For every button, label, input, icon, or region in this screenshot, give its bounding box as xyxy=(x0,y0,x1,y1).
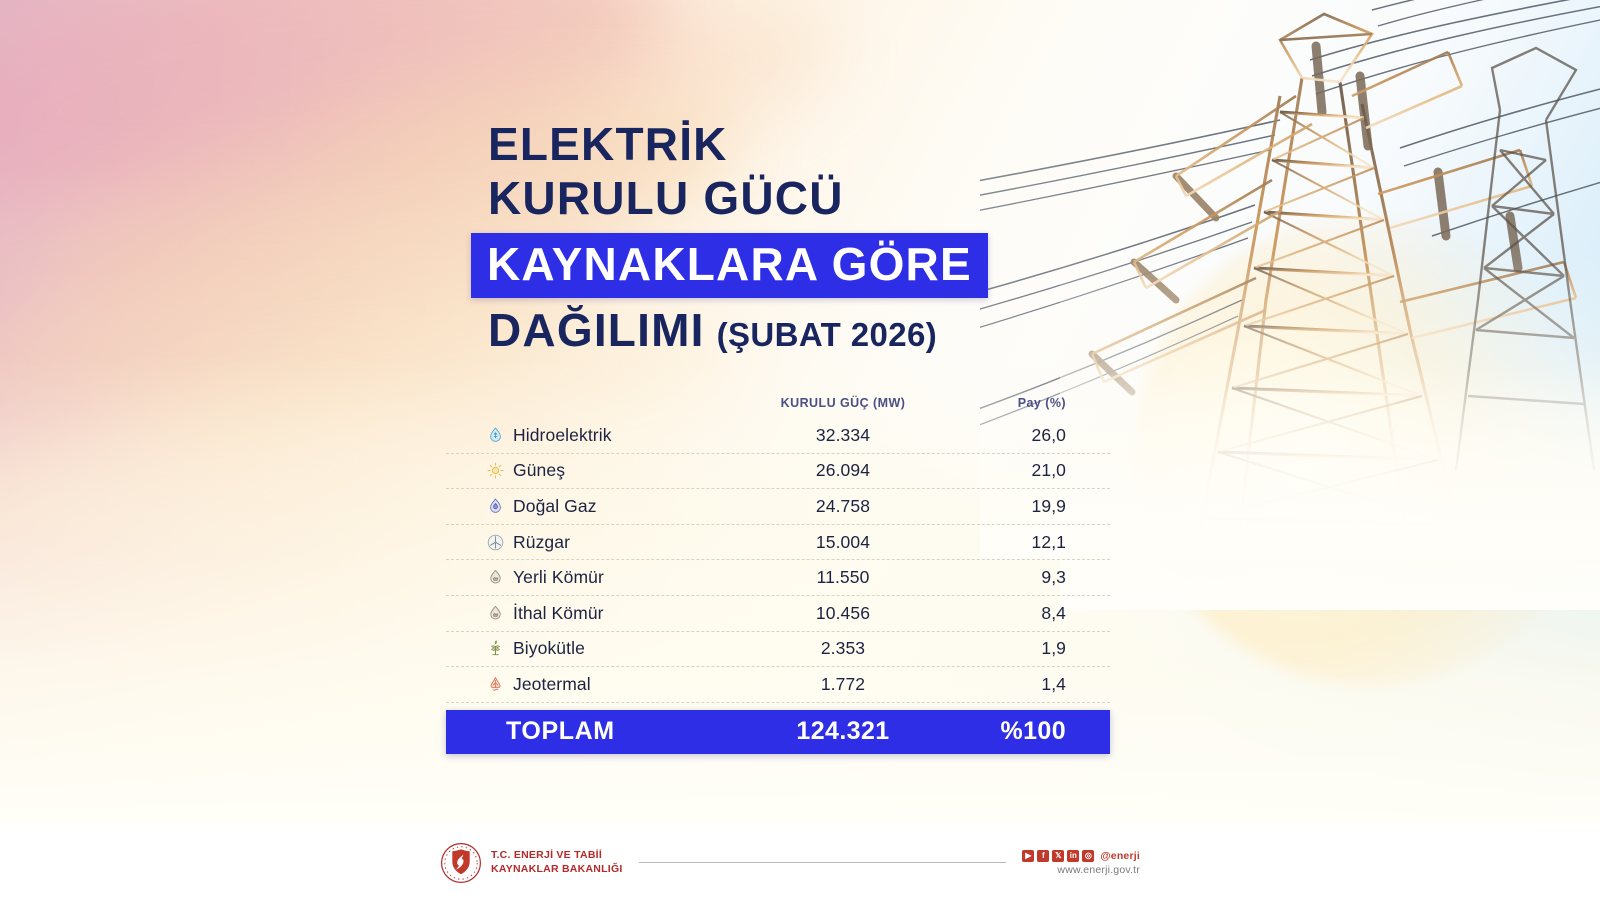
ministry-emblem-icon xyxy=(441,842,481,883)
social-icons-row: ▶ f 𝕏 in ◎ @enerji xyxy=(1022,849,1140,862)
facebook-icon[interactable]: f xyxy=(1037,849,1050,862)
total-share: %100 xyxy=(1000,717,1066,746)
gas-flame-drop-icon xyxy=(490,498,501,513)
total-label: TOPLAM xyxy=(506,717,615,746)
source-name: Güneş xyxy=(513,460,566,481)
source-name: İthal Kömür xyxy=(513,602,604,623)
source-power: 32.334 xyxy=(815,424,871,445)
sun-icon xyxy=(487,462,504,479)
source-share: 26,0 xyxy=(1031,424,1066,445)
geothermal-icon xyxy=(490,676,501,691)
source-name-cell: Yerli Kömür xyxy=(486,567,718,588)
social-block: ▶ f 𝕏 in ◎ @enerji www.enerji.gov.tr xyxy=(1022,849,1140,876)
twitter-x-icon[interactable]: 𝕏 xyxy=(1052,849,1065,862)
website-url[interactable]: www.enerji.gov.tr xyxy=(1057,863,1140,876)
source-name: Yerli Kömür xyxy=(513,567,604,588)
title-line-4: DAĞILIMI xyxy=(488,304,705,357)
title-line-2: KURULU GÜCÜ xyxy=(488,171,844,224)
source-name-cell: Biyokütle xyxy=(486,638,718,659)
table-header-row: KURULU GÜÇ (MW) Pay (%) xyxy=(446,396,1110,418)
biomass-plant-icon xyxy=(491,640,500,656)
source-name: Doğal Gaz xyxy=(513,495,597,516)
title-line-4-wrap: DAĞILIMI (ŞUBAT 2026) xyxy=(488,304,988,358)
ministry-name: T.C. ENERJİ VE TABİİ KAYNAKLAR BAKANLIĞI xyxy=(491,849,623,875)
column-header-power: KURULU GÜÇ (MW) xyxy=(780,396,906,410)
total-row: TOPLAM 124.321 %100 xyxy=(446,709,1110,754)
source-share: 1,9 xyxy=(1041,638,1066,659)
instagram-icon[interactable]: ◎ xyxy=(1082,849,1095,862)
source-name: Biyokütle xyxy=(513,638,585,659)
ministry-logo: T.C. ENERJİ VE TABİİ KAYNAKLAR BAKANLIĞI xyxy=(440,842,623,884)
source-name-cell: İthal Kömür xyxy=(486,603,718,624)
source-share: 21,0 xyxy=(1031,460,1066,481)
page-footer: T.C. ENERJİ VE TABİİ KAYNAKLAR BAKANLIĞI… xyxy=(0,825,1600,900)
table-row: Rüzgar 15.004 12,1 xyxy=(446,525,1110,561)
source-share: 8,4 xyxy=(1041,602,1066,623)
social-handle[interactable]: @enerji xyxy=(1100,849,1140,862)
ministry-line-2: KAYNAKLAR BAKANLIĞI xyxy=(491,862,623,875)
coal-icon xyxy=(490,605,501,620)
poster-title: ELEKTRİK KURULU GÜCÜ KAYNAKLARA GÖRE DAĞ… xyxy=(471,118,988,358)
table-row: Jeotermal 1.772 1,4 xyxy=(446,667,1110,703)
linkedin-icon[interactable]: in xyxy=(1067,849,1080,862)
source-share: 9,3 xyxy=(1041,567,1066,588)
source-name-cell: Güneş xyxy=(486,460,718,481)
title-line-1: ELEKTRİK xyxy=(488,118,728,170)
table-row: Güneş 26.094 21,0 xyxy=(446,454,1110,490)
source-share: 12,1 xyxy=(1031,531,1066,552)
source-name: Hidroelektrik xyxy=(513,424,612,445)
source-name-cell: Rüzgar xyxy=(486,532,718,553)
source-name: Jeotermal xyxy=(513,673,591,694)
title-line-3-highlight: KAYNAKLARA GÖRE xyxy=(471,232,988,299)
source-power: 11.550 xyxy=(816,567,870,588)
water-drop-icon xyxy=(490,427,501,442)
energy-sources-table: KURULU GÜÇ (MW) Pay (%) Hidroelektrik 32… xyxy=(446,396,1110,754)
footer-divider xyxy=(638,862,1007,863)
table-row: Biyokütle 2.353 1,9 xyxy=(446,632,1110,668)
source-share: 19,9 xyxy=(1031,495,1066,516)
table-row: Doğal Gaz 24.758 19,9 xyxy=(446,489,1110,525)
column-header-share: Pay (%) xyxy=(1017,396,1066,410)
source-power: 1.772 xyxy=(820,673,866,694)
source-share: 1,4 xyxy=(1041,673,1066,694)
title-period: (ŞUBAT 2026) xyxy=(716,316,938,354)
source-power: 10.456 xyxy=(815,602,871,623)
source-power: 15.004 xyxy=(815,531,871,552)
table-row: Hidroelektrik 32.334 26,0 xyxy=(446,418,1110,454)
source-power: 26.094 xyxy=(815,460,871,481)
source-name-cell: Jeotermal xyxy=(486,674,718,695)
table-row: Yerli Kömür 11.550 9,3 xyxy=(446,560,1110,596)
table-row: İthal Kömür 10.456 8,4 xyxy=(446,596,1110,632)
footer-inner: T.C. ENERJİ VE TABİİ KAYNAKLAR BAKANLIĞI… xyxy=(440,842,1140,884)
source-name-cell: Doğal Gaz xyxy=(486,496,718,517)
ministry-line-1: T.C. ENERJİ VE TABİİ xyxy=(491,849,602,862)
coal-icon xyxy=(490,569,501,584)
total-power: 124.321 xyxy=(796,717,890,746)
youtube-icon[interactable]: ▶ xyxy=(1022,849,1035,862)
source-power: 24.758 xyxy=(815,495,871,516)
wind-turbine-icon xyxy=(487,534,504,550)
source-name-cell: Hidroelektrik xyxy=(486,425,718,446)
source-name: Rüzgar xyxy=(513,531,571,552)
source-power: 2.353 xyxy=(820,638,866,659)
